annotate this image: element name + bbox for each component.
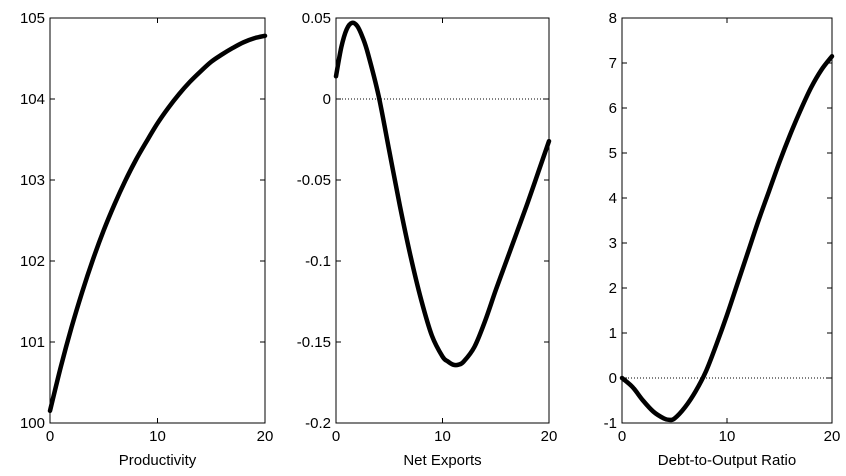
y-tick-label-debt-to-output: 5 (609, 145, 617, 162)
y-tick-label-net-exports: 0.05 (302, 10, 331, 27)
y-tick-label-net-exports: -0.05 (297, 172, 331, 189)
y-tick-label-debt-to-output: 6 (609, 100, 617, 117)
y-tick-label-net-exports: 0 (323, 91, 331, 108)
series-line-debt-to-output (619, 54, 835, 423)
x-axis-label-debt-to-output: Debt-to-Output Ratio (658, 452, 796, 469)
y-tick-label-debt-to-output: 2 (609, 280, 617, 297)
x-tick-label-net-exports: 10 (434, 428, 451, 445)
y-tick-label-productivity: 105 (20, 10, 45, 27)
y-tick-label-debt-to-output: 1 (609, 325, 617, 342)
x-tick-label-net-exports: 0 (332, 428, 340, 445)
y-tick-label-debt-to-output: 3 (609, 235, 617, 252)
y-tick-label-productivity: 104 (20, 91, 45, 108)
y-tick-label-net-exports: -0.15 (297, 334, 331, 351)
x-tick-label-debt-to-output: 10 (719, 428, 736, 445)
y-tick-label-productivity: 102 (20, 253, 45, 270)
series-line-net-exports (333, 20, 552, 368)
x-tick-label-productivity: 10 (149, 428, 166, 445)
panel-productivity: 100 101 102 103 104 105 0 10 20 Productivity (20, 10, 273, 469)
y-tick-label-productivity: 100 (20, 415, 45, 432)
axes-frame-productivity (49, 17, 266, 424)
axes-frame-net-exports (335, 17, 550, 424)
y-tick-label-productivity: 101 (20, 334, 45, 351)
y-tick-label-productivity: 103 (20, 172, 45, 189)
x-tick-label-debt-to-output: 20 (824, 428, 841, 445)
x-tick-label-debt-to-output: 0 (618, 428, 626, 445)
y-tick-label-net-exports: -0.1 (305, 253, 331, 270)
x-tick-label-productivity: 0 (46, 428, 54, 445)
y-tick-label-debt-to-output: 8 (609, 10, 617, 27)
x-tick-label-productivity: 20 (257, 428, 274, 445)
y-tick-label-net-exports: -0.2 (305, 415, 331, 432)
y-tick-label-debt-to-output: 0 (609, 370, 617, 387)
axes-frame-debt-to-output (621, 17, 833, 424)
x-axis-label-productivity: Productivity (119, 452, 197, 469)
y-tick-label-debt-to-output: 4 (609, 190, 617, 207)
panel-net-exports: -0.2 -0.15 -0.1 -0.05 0 0.05 0 10 20 Net Exports (297, 10, 558, 469)
y-tick-label-debt-to-output: -1 (604, 415, 617, 432)
y-tick-label-debt-to-output: 7 (609, 55, 617, 72)
x-tick-label-net-exports: 20 (541, 428, 558, 445)
x-axis-label-net-exports: Net Exports (403, 452, 481, 469)
series-line-productivity (47, 33, 268, 414)
